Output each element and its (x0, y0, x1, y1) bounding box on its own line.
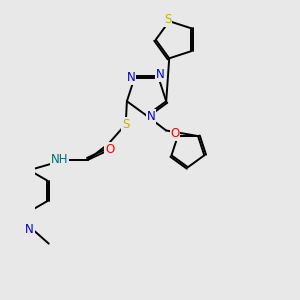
Text: O: O (105, 143, 114, 156)
Text: N: N (25, 223, 34, 236)
Text: N: N (155, 68, 164, 81)
Text: O: O (170, 127, 180, 140)
Text: NH: NH (51, 153, 69, 166)
Text: N: N (127, 71, 135, 84)
Text: N: N (147, 110, 155, 123)
Text: S: S (122, 118, 129, 131)
Text: S: S (164, 13, 172, 26)
